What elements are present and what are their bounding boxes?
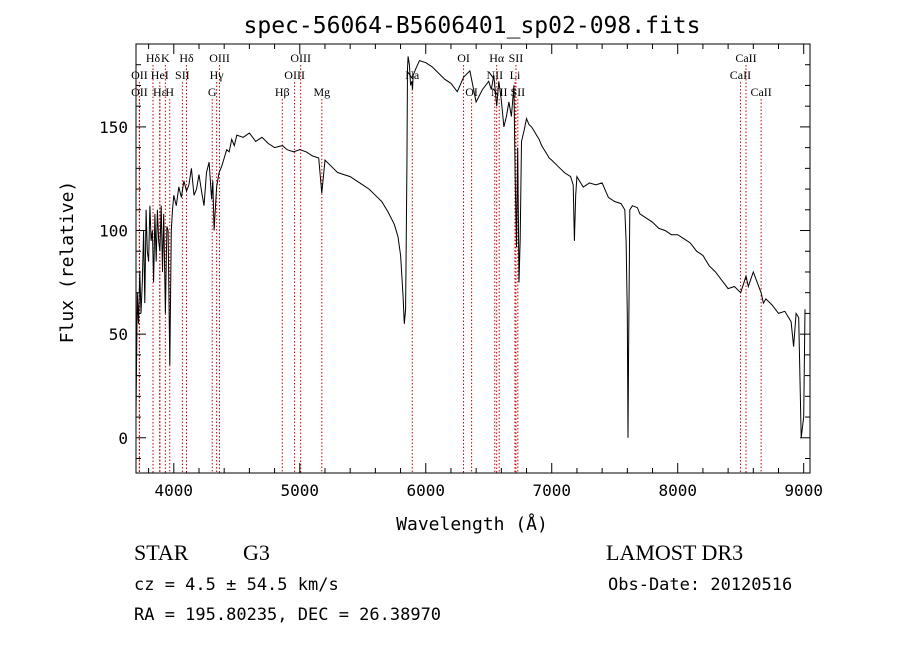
x-tick-label: 7000 (532, 481, 571, 500)
line-marker-label: SII (509, 51, 524, 65)
line-marker-label: CaII (750, 85, 771, 99)
y-tick-label: 50 (109, 325, 128, 344)
line-marker-label: OI (465, 85, 478, 99)
x-tick-label: 6000 (406, 481, 445, 500)
obs-date-text: Obs-Date: 20120516 (608, 575, 792, 595)
y-axis-label: Flux (relative) (57, 181, 78, 344)
line-marker-label: Hε (153, 85, 167, 99)
line-marker-label: CaII (735, 51, 756, 65)
line-marker-label: G (208, 85, 217, 99)
x-tick-label: 9000 (784, 481, 823, 500)
line-marker-label: OIII (284, 68, 305, 82)
coordinates-text: RA = 195.80235, DEC = 26.38970 (134, 605, 441, 625)
line-marker-label: K (161, 51, 170, 65)
line-marker-label: OIII (209, 51, 230, 65)
plot-frame (135, 43, 811, 474)
line-markers-layer (138, 65, 762, 473)
survey-name: LAMOST DR3 (606, 540, 743, 565)
x-tick-label: 4000 (155, 481, 194, 500)
redshift-text: cz = 4.5 ± 54.5 km/s (134, 575, 339, 595)
x-tick-label: 5000 (281, 481, 320, 500)
line-marker-label: H (165, 85, 174, 99)
line-marker-label: CaII (730, 68, 751, 82)
x-tick-label: 8000 (658, 481, 697, 500)
line-marker-label: Na (405, 68, 420, 82)
line-marker-label: Li (510, 68, 521, 82)
line-marker-label: HeI (151, 68, 169, 82)
chart-title: spec-56064-B5606401_sp02-098.fits (244, 13, 701, 39)
line-marker-label: OII (131, 68, 148, 82)
y-tick-label: 100 (99, 222, 128, 241)
object-subclass: G3 (243, 540, 270, 565)
x-axis-ticks: 4000 5000 6000 7000 8000 9000 (148, 44, 823, 500)
line-marker-label: OI (457, 51, 470, 65)
y-tick-label: 0 (118, 429, 128, 448)
y-tick-label: 150 (99, 118, 128, 137)
y-axis-ticks: 0 50 100 150 (99, 64, 810, 459)
line-marker-label: Hγ (210, 68, 225, 82)
line-marker-label: Hδ (146, 51, 161, 65)
line-marker-label: OIII (290, 51, 311, 65)
line-marker-label: Mg (313, 85, 330, 99)
object-class: STAR (134, 540, 189, 565)
line-marker-label: Hδ (179, 51, 194, 65)
line-marker-label: SII (175, 68, 190, 82)
line-marker-label: NII (486, 68, 503, 82)
line-marker-label: OII (131, 85, 148, 99)
line-marker-label: Hα (489, 51, 505, 65)
x-axis-label: Wavelength (Å) (396, 513, 548, 535)
line-marker-label: Hβ (275, 85, 290, 99)
spectrum-line (135, 56, 806, 438)
